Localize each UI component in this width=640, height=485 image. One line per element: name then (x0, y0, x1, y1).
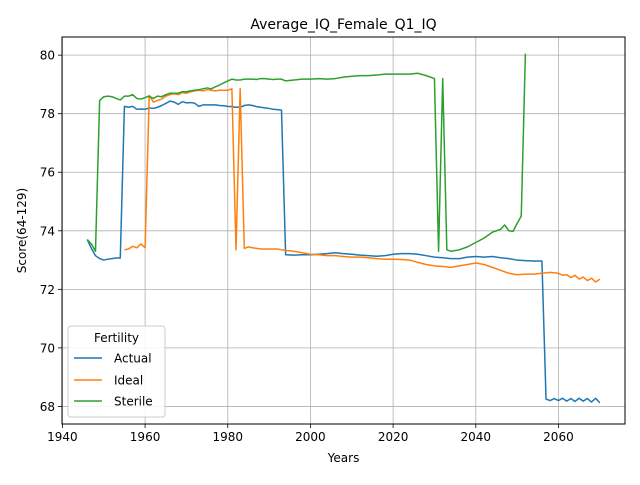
y-tick-label: 78 (40, 107, 55, 121)
x-tick-label: 1980 (212, 430, 243, 444)
x-tick-label: 2000 (295, 430, 326, 444)
series-line-actual (86, 100, 601, 404)
y-tick-label: 74 (40, 224, 55, 238)
series-line-sterile (86, 53, 527, 253)
series-lines (86, 53, 601, 404)
x-axis-label: Years (327, 451, 360, 465)
series-line-ideal (124, 88, 601, 283)
x-tick-label: 2060 (543, 430, 574, 444)
y-tick-label: 72 (40, 283, 55, 297)
x-tick-label: 1940 (47, 430, 78, 444)
y-tick-label: 70 (40, 341, 55, 355)
y-tick-label: 80 (40, 49, 55, 63)
legend-box (67, 325, 166, 418)
y-tick-label: 76 (40, 166, 55, 180)
chart-title: Average_IQ_Female_Q1_IQ (250, 17, 436, 33)
legend-label-sterile: Sterile (114, 395, 153, 409)
legend-title: Fertility (94, 331, 139, 345)
x-tick-label: 1960 (130, 430, 161, 444)
x-tick-label: 2040 (461, 430, 492, 444)
x-tick-label: 2020 (378, 430, 409, 444)
legend-label-actual: Actual (114, 352, 152, 366)
y-tick-label: 68 (40, 400, 55, 414)
legend-label-ideal: Ideal (114, 374, 143, 388)
y-axis-label: Score(64-129) (15, 188, 29, 273)
legend: Fertility Actual Ideal Sterile (67, 325, 166, 418)
axes: 1940 1960 1980 2000 2020 2040 2060 68 70 72 74 76 78… (40, 49, 574, 444)
